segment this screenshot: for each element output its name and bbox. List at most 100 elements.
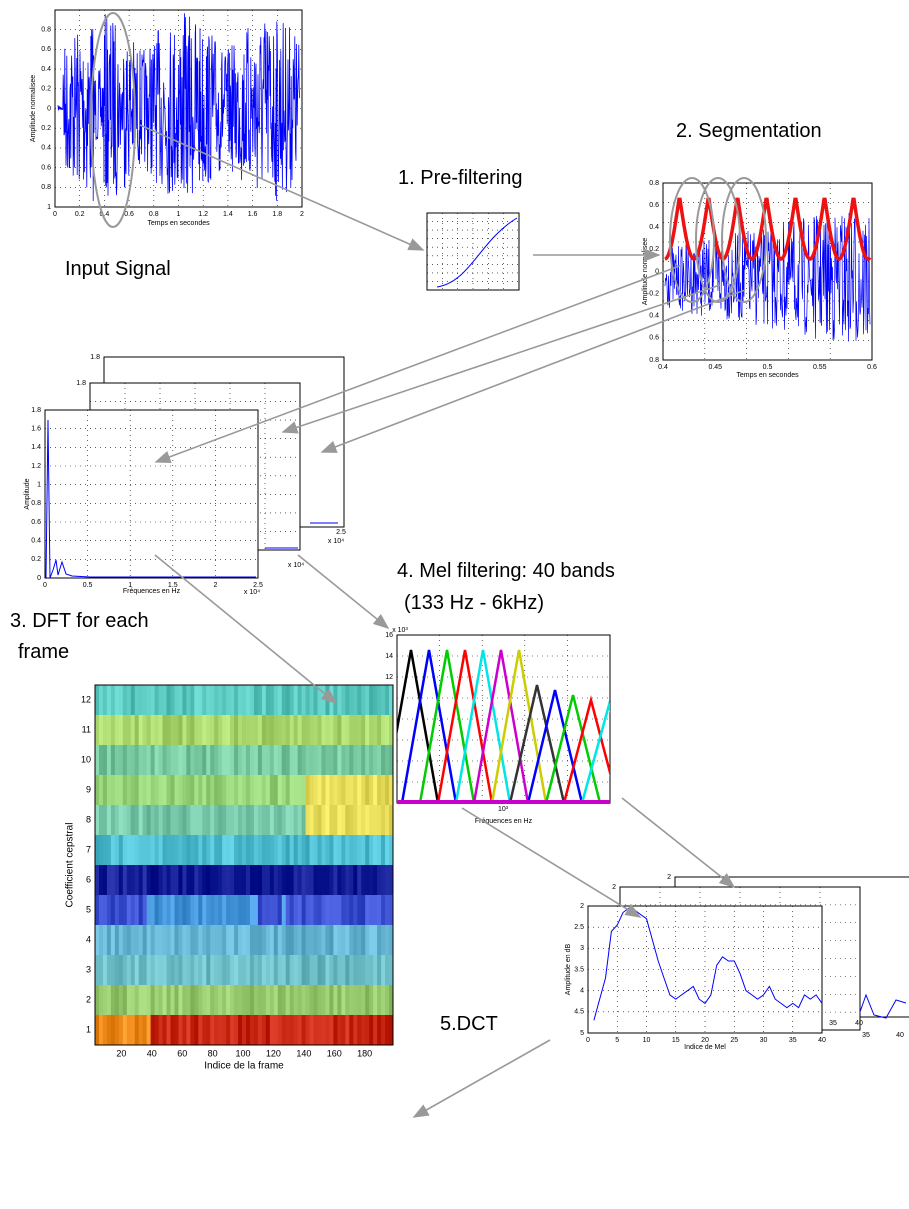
heat-cell [245,685,251,715]
tick-label: 0.6 [41,164,51,171]
heat-cell [202,895,207,925]
heat-cell [218,985,223,1015]
heat-cell [194,805,199,835]
heat-cell [265,955,271,985]
heat-cell [325,865,330,895]
tick-label: 20 [116,1048,126,1058]
heat-cell [118,985,124,1015]
heat-cell [214,865,219,895]
heat-cell [257,1015,263,1045]
heat-cell [337,955,342,985]
heat-cell [106,745,112,775]
heat-cell [361,1015,366,1045]
heat-cell [309,685,315,715]
heat-cell [289,955,295,985]
heat-cell [293,835,299,865]
heat-cell [309,985,315,1015]
heat-cell [249,925,255,955]
heat-cell [365,1015,370,1045]
heat-cell [110,925,116,955]
heat-cell [95,835,100,865]
tick-label: 0.4 [31,538,41,545]
heat-cell [281,835,287,865]
heat-cell [134,865,140,895]
heat-cell [234,955,239,985]
heat-cell [138,715,144,745]
heat-cell [293,865,299,895]
heat-cell [297,985,303,1015]
mel-curve [859,993,907,1019]
tick-label: 1.4 [223,211,233,218]
step-label: 1. Pre-filtering [398,167,523,189]
heat-cell [373,745,378,775]
heat-cell [289,865,295,895]
heat-cell [345,985,350,1015]
heat-cell [210,955,215,985]
tick-label: 0.6 [31,519,41,526]
axis-label: Indice de la frame [204,1061,284,1072]
heat-cell [389,745,394,775]
heat-cell [110,835,116,865]
heat-cell [110,805,116,835]
heat-cell [238,745,243,775]
heat-cell [218,745,223,775]
heat-cell [122,985,128,1015]
mel-filter [472,649,530,803]
heat-cell [238,925,243,955]
heat-cell [269,775,275,805]
heat-cell [178,835,183,865]
heat-cell [198,985,203,1015]
heat-cell [154,895,160,925]
heat-cell [297,895,303,925]
heat-cell [98,925,104,955]
heat-cell [174,895,179,925]
heat-cell [222,955,227,985]
heat-cell [158,775,164,805]
step-label: 2. Segmentation [676,120,822,142]
heat-cell [146,835,152,865]
heat-cell [341,745,346,775]
heat-cell [349,715,354,745]
heat-cell [218,685,223,715]
heat-cell [142,985,148,1015]
heat-cell [182,1015,187,1045]
heat-cell [166,805,171,835]
heat-cell [142,925,148,955]
heat-cell [198,835,203,865]
tick-label: 1 [128,582,132,589]
heat-cell [198,865,203,895]
heat-cell [281,895,287,925]
heat-cell [293,805,299,835]
heat-cell [353,925,358,955]
heat-cell [333,715,338,745]
heat-cell [353,865,358,895]
heat-cell [321,715,326,745]
heat-cell [357,955,362,985]
heat-cell [377,835,382,865]
heat-cell [301,1015,307,1045]
arrow [461,807,642,918]
heat-cell [126,1015,132,1045]
heat-cell [170,835,175,865]
heat-cell [174,715,179,745]
heat-cell [277,805,283,835]
heat-cell [218,775,223,805]
heat-cell [178,715,183,745]
heat-cell [206,775,211,805]
heat-cell [218,895,223,925]
heat-cell [377,715,382,745]
heat-cell [190,895,195,925]
heat-cell [281,775,287,805]
heat-cell [313,775,318,805]
tick-label: 8 [86,814,91,824]
heat-cell [357,685,362,715]
axis-label: Amplitude [24,478,31,509]
heat-cell [389,1015,394,1045]
arrow [297,554,390,630]
heat-cell [313,865,318,895]
heat-cell [102,985,108,1015]
heat-cell [146,775,152,805]
heat-cell [325,835,330,865]
heat-cell [186,895,191,925]
heat-cell [381,955,386,985]
